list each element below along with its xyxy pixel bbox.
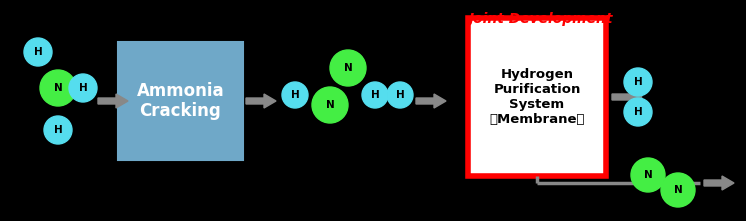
FancyBboxPatch shape — [118, 42, 243, 160]
Text: N: N — [674, 185, 683, 195]
Circle shape — [362, 82, 388, 108]
Circle shape — [631, 158, 665, 192]
Circle shape — [624, 68, 652, 96]
FancyArrow shape — [416, 94, 446, 108]
Text: H: H — [34, 47, 43, 57]
Circle shape — [312, 87, 348, 123]
Circle shape — [624, 98, 652, 126]
Circle shape — [44, 116, 72, 144]
Circle shape — [40, 70, 76, 106]
Circle shape — [661, 173, 695, 207]
Text: H: H — [633, 107, 642, 117]
FancyArrow shape — [704, 176, 734, 190]
Circle shape — [282, 82, 308, 108]
Text: N: N — [344, 63, 352, 73]
Text: H: H — [78, 83, 87, 93]
Text: H: H — [371, 90, 380, 100]
Text: N: N — [325, 100, 334, 110]
Circle shape — [330, 50, 366, 86]
FancyArrow shape — [98, 94, 128, 108]
FancyBboxPatch shape — [468, 18, 606, 176]
FancyArrow shape — [246, 94, 276, 108]
Text: Hydrogen
Purification
System
（Membrane）: Hydrogen Purification System （Membrane） — [489, 68, 585, 126]
Text: H: H — [395, 90, 404, 100]
Circle shape — [24, 38, 52, 66]
Text: Ammonia
Cracking: Ammonia Cracking — [137, 82, 225, 120]
Circle shape — [69, 74, 97, 102]
Text: H: H — [291, 90, 299, 100]
Text: H: H — [633, 77, 642, 87]
Text: Joint Development: Joint Development — [468, 12, 612, 26]
FancyArrow shape — [612, 90, 642, 104]
Text: N: N — [54, 83, 63, 93]
Circle shape — [387, 82, 413, 108]
Text: H: H — [54, 125, 63, 135]
Text: N: N — [644, 170, 652, 180]
